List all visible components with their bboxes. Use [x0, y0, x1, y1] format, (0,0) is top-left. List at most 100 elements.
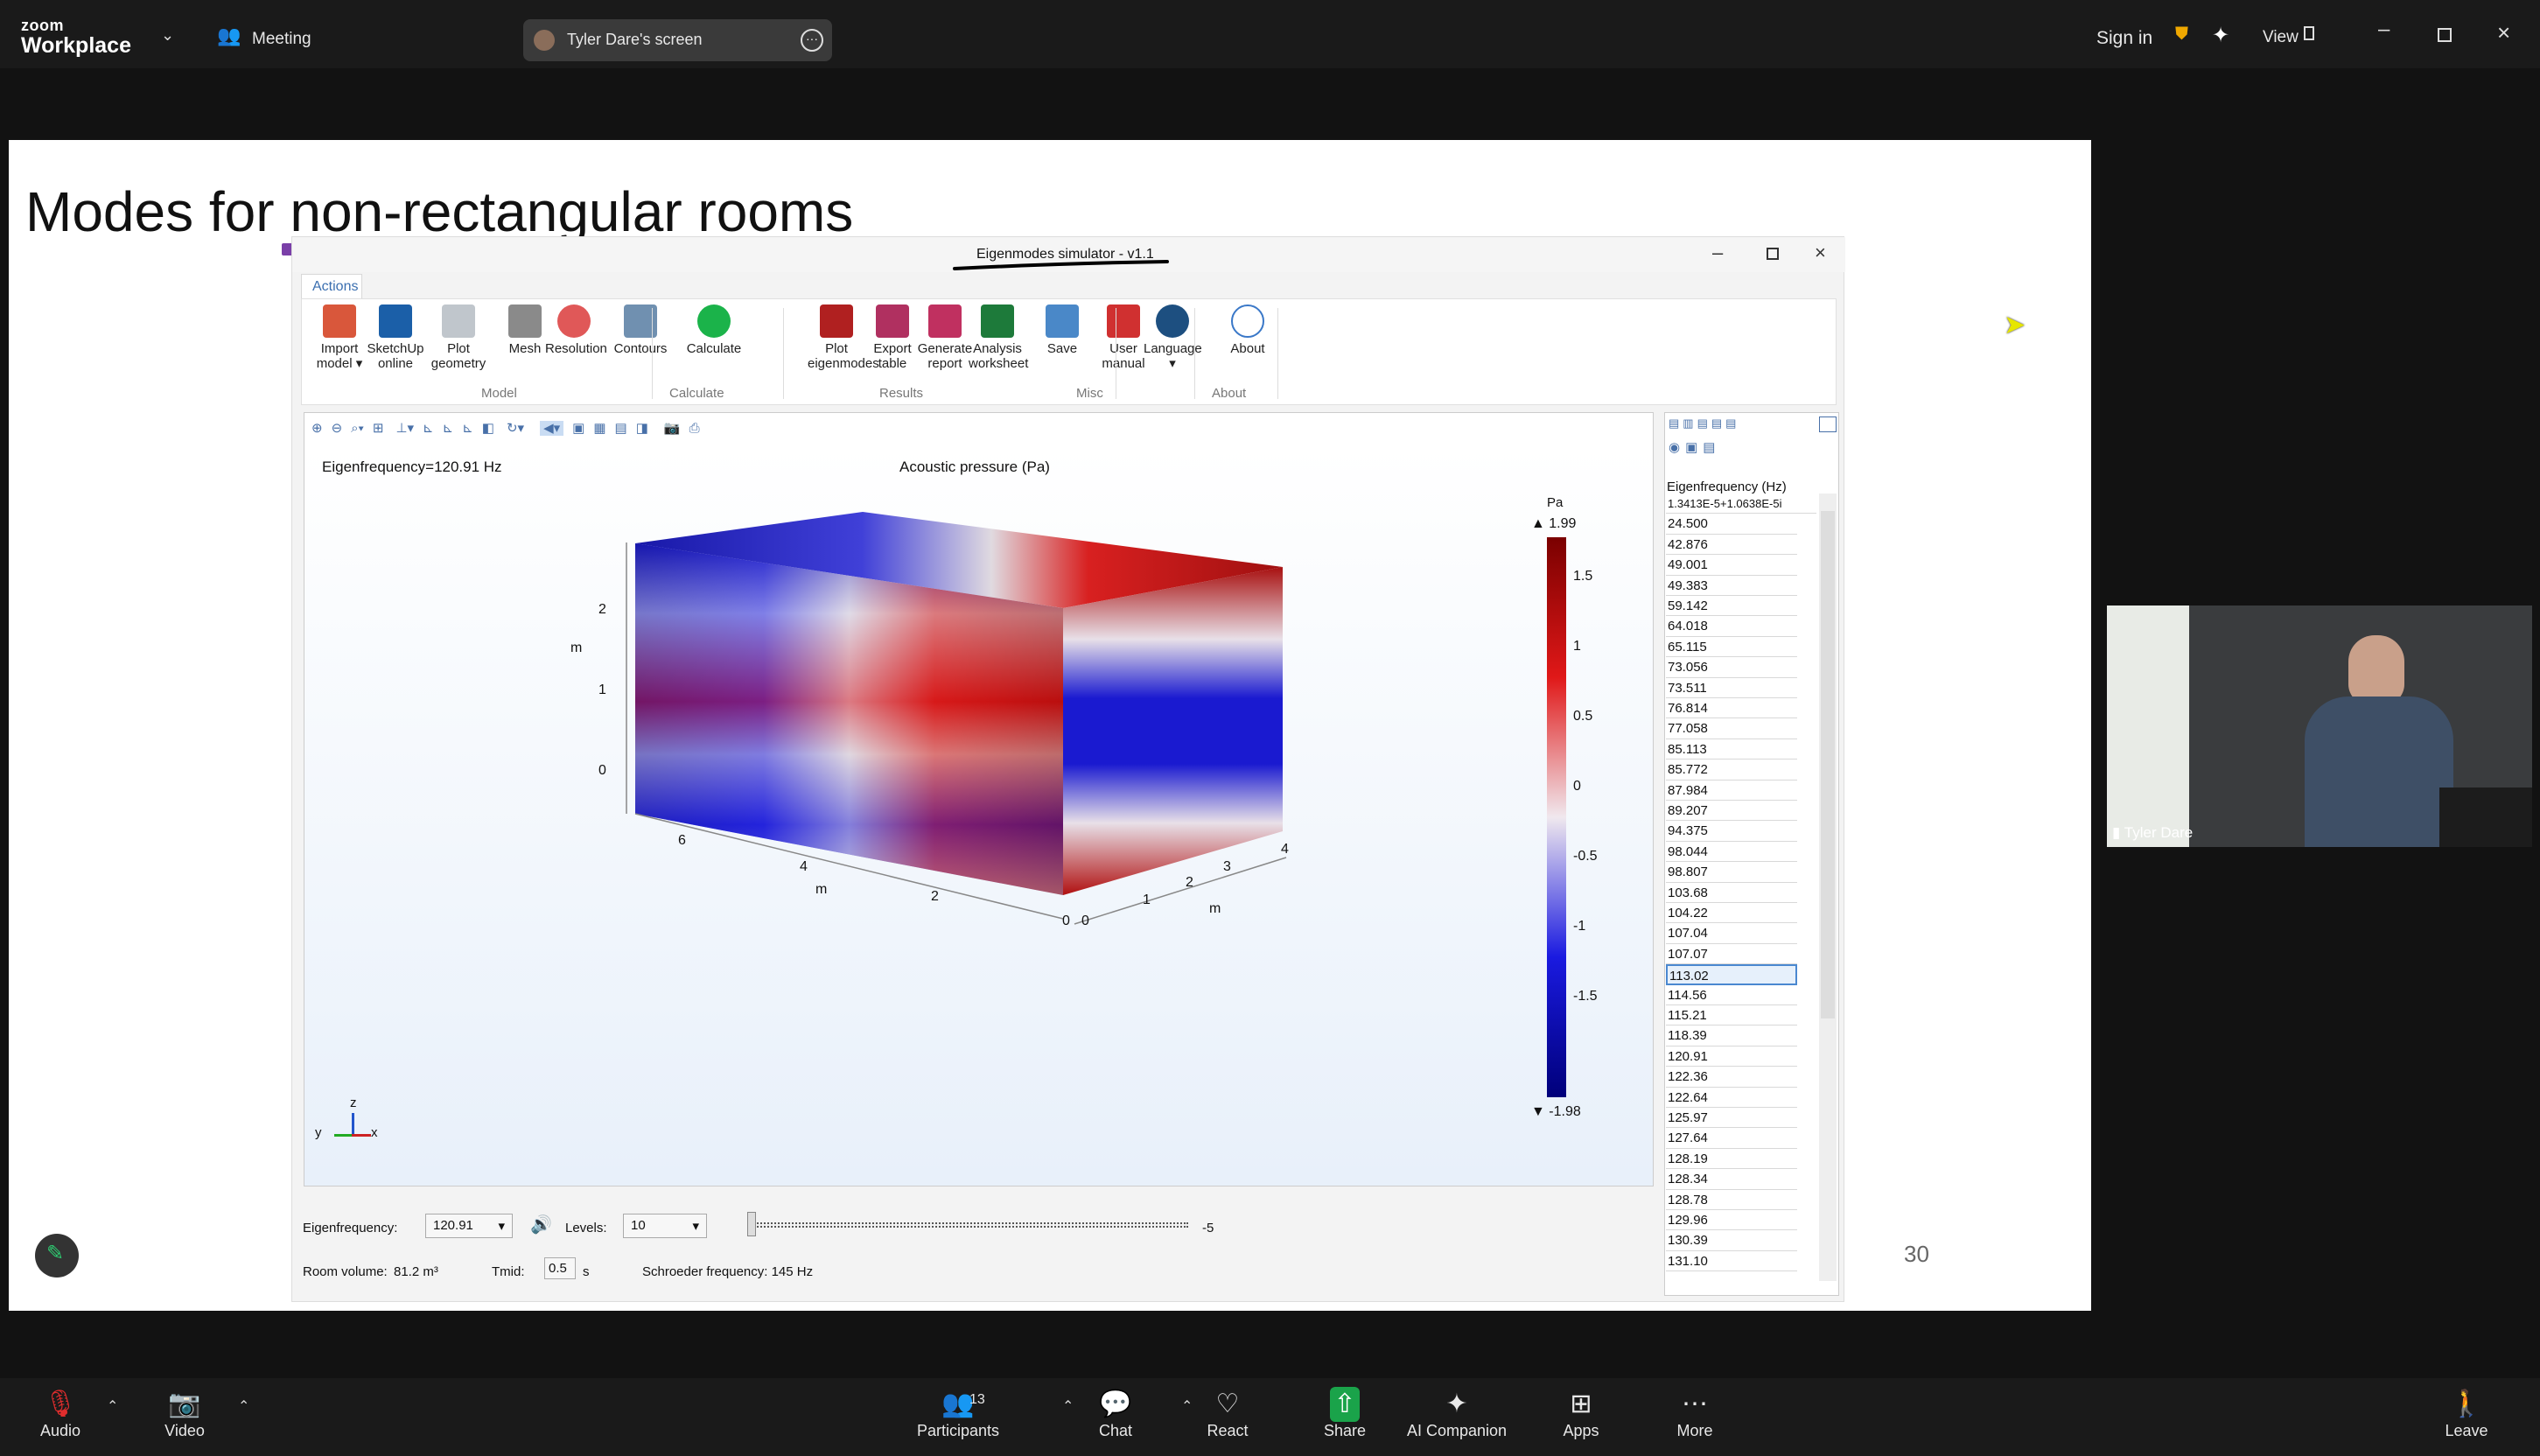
- annotate-button[interactable]: ✎: [35, 1234, 79, 1278]
- geometry-button[interactable]: Plot geometry: [430, 304, 487, 371]
- list-item[interactable]: 73.511: [1666, 678, 1797, 698]
- list-item[interactable]: 49.001: [1666, 555, 1797, 576]
- list-scrollbar[interactable]: [1819, 494, 1837, 1281]
- list-item[interactable]: 107.04: [1666, 923, 1797, 944]
- 3d-room-view[interactable]: [304, 446, 1653, 1186]
- more-button[interactable]: ⋯ More: [1638, 1387, 1752, 1440]
- list-item[interactable]: 122.36: [1666, 1067, 1797, 1088]
- scrollbar-thumb[interactable]: [1821, 511, 1835, 1018]
- view-yz-icon[interactable]: ⊾: [442, 421, 454, 436]
- list-item[interactable]: 76.814: [1666, 698, 1797, 719]
- list-item[interactable]: 130.39: [1666, 1230, 1797, 1251]
- list-item[interactable]: 129.96: [1666, 1210, 1797, 1231]
- grid-icon[interactable]: ▦: [593, 421, 606, 436]
- participants-button[interactable]: 👥 Participants 13: [901, 1387, 1015, 1440]
- close-icon[interactable]: ×: [2497, 19, 2511, 46]
- render-mode-icon[interactable]: ◀▾: [540, 421, 564, 436]
- slider-thumb[interactable]: [747, 1212, 756, 1236]
- list-item[interactable]: 120.91: [1666, 1046, 1797, 1068]
- chevron-down-icon[interactable]: ⌄: [161, 26, 175, 44]
- import-button[interactable]: Import model ▾: [311, 304, 368, 371]
- tmid-input[interactable]: 0.5: [544, 1257, 576, 1279]
- camera-icon[interactable]: 📷: [663, 421, 681, 436]
- wireframe-icon[interactable]: ▣: [572, 421, 585, 436]
- list-item[interactable]: 64.018: [1666, 616, 1797, 637]
- info-button[interactable]: About: [1219, 304, 1277, 356]
- level-slider[interactable]: [751, 1222, 1188, 1228]
- list-item[interactable]: 127.64: [1666, 1128, 1797, 1149]
- ai-companion-button[interactable]: ✦ AI Companion: [1400, 1387, 1514, 1440]
- view-xy-icon[interactable]: ⊾: [423, 421, 434, 436]
- close-icon[interactable]: ×: [1815, 242, 1826, 263]
- video-button[interactable]: 📷 Video: [128, 1387, 241, 1440]
- zoom-in-icon[interactable]: ⊕: [311, 421, 323, 436]
- list-item[interactable]: 49.383: [1666, 576, 1797, 596]
- minimize-icon[interactable]: –: [2378, 18, 2390, 41]
- list-item[interactable]: 85.113: [1666, 739, 1797, 760]
- print-icon[interactable]: ⎙: [689, 421, 700, 436]
- leave-button[interactable]: 🚶 Leave: [2410, 1387, 2523, 1440]
- legend-icon[interactable]: ▤: [614, 421, 627, 436]
- view-button[interactable]: View: [2263, 28, 2299, 46]
- participant-video-tile[interactable]: ▮ Tyler Dare: [2107, 606, 2532, 847]
- list-item[interactable]: 85.772: [1666, 760, 1797, 780]
- axis-orientation-icon[interactable]: ⊥▾: [395, 421, 415, 436]
- list-item[interactable]: 1.3413E-5+1.0638E-5i: [1666, 494, 1816, 514]
- sign-in-link[interactable]: Sign in: [2096, 28, 2153, 48]
- chevron-up-icon[interactable]: ⌃: [1181, 1399, 1193, 1414]
- layout-icon[interactable]: ◨: [635, 421, 648, 436]
- play-button[interactable]: Calculate: [685, 304, 743, 356]
- list-item[interactable]: 65.115: [1666, 637, 1797, 658]
- save-button[interactable]: Save: [1033, 304, 1091, 356]
- audio-button[interactable]: 🎙 Audio: [3, 1387, 117, 1440]
- resolution-button[interactable]: Resolution: [545, 304, 607, 356]
- sparkle-icon[interactable]: ✦: [2212, 24, 2230, 47]
- maximize-icon[interactable]: [1767, 248, 1779, 260]
- apps-button[interactable]: ⊞ Apps: [1524, 1387, 1638, 1440]
- list-item[interactable]: 125.97: [1666, 1108, 1797, 1129]
- contours-button[interactable]: Contours: [612, 304, 669, 356]
- levels-select[interactable]: 10 ▾: [623, 1214, 707, 1238]
- list-item[interactable]: 118.39: [1666, 1026, 1797, 1046]
- list-item[interactable]: 73.056: [1666, 657, 1797, 678]
- sketchup-button[interactable]: SketchUp online: [367, 304, 424, 371]
- chat-button[interactable]: 💬 Chat: [1059, 1387, 1172, 1440]
- mesh-button[interactable]: Mesh: [496, 304, 554, 356]
- zoom-out-icon[interactable]: ⊖: [331, 421, 343, 436]
- react-button[interactable]: ♡ React: [1171, 1387, 1284, 1440]
- shield-icon[interactable]: ⛊: [2175, 24, 2188, 44]
- chevron-up-icon[interactable]: ⌃: [238, 1399, 250, 1414]
- list-item[interactable]: 98.044: [1666, 842, 1797, 863]
- minimize-icon[interactable]: –: [1712, 242, 1724, 263]
- export-button[interactable]: Export table: [864, 304, 921, 371]
- list-item[interactable]: 94.375: [1666, 821, 1797, 842]
- excel-button[interactable]: Analysis worksheet: [969, 304, 1028, 371]
- list-item[interactable]: 59.142: [1666, 596, 1797, 617]
- chevron-up-icon[interactable]: ⌃: [107, 1399, 119, 1414]
- more-options-icon[interactable]: ···: [801, 29, 823, 52]
- globe-button[interactable]: Language ▾: [1144, 304, 1202, 371]
- speaker-icon[interactable]: 🔊: [530, 1215, 552, 1235]
- list-item[interactable]: 24.500: [1666, 514, 1797, 535]
- list-toolbar-2[interactable]: ◉▣▤: [1669, 440, 1721, 455]
- list-item[interactable]: 114.56: [1666, 985, 1797, 1005]
- share-button[interactable]: ⇧ Share: [1288, 1387, 1402, 1440]
- list-item[interactable]: 104.22: [1666, 903, 1797, 924]
- view-layout-icon[interactable]: [2304, 26, 2314, 40]
- list-item[interactable]: 128.78: [1666, 1190, 1797, 1210]
- rotate-icon[interactable]: ↻▾: [506, 421, 525, 436]
- list-toolbar[interactable]: ▤▥▤▤▤: [1669, 416, 1740, 430]
- list-item[interactable]: 103.68: [1666, 883, 1797, 903]
- list-item[interactable]: 107.07: [1666, 944, 1797, 965]
- list-item[interactable]: 131.10: [1666, 1251, 1797, 1272]
- list-item[interactable]: 122.64: [1666, 1088, 1797, 1108]
- maximize-icon[interactable]: [2438, 28, 2452, 42]
- view-zx-icon[interactable]: ⊾: [462, 421, 473, 436]
- list-item[interactable]: 115.21: [1666, 1005, 1797, 1026]
- zoom-box-icon[interactable]: ⌕▾: [351, 421, 364, 436]
- list-item[interactable]: 87.984: [1666, 780, 1797, 801]
- table-view-icon[interactable]: [1819, 416, 1837, 432]
- pdf-button[interactable]: User manual: [1095, 304, 1152, 371]
- meeting-label[interactable]: Meeting: [252, 30, 311, 48]
- chevron-up-icon[interactable]: ⌃: [1062, 1399, 1074, 1414]
